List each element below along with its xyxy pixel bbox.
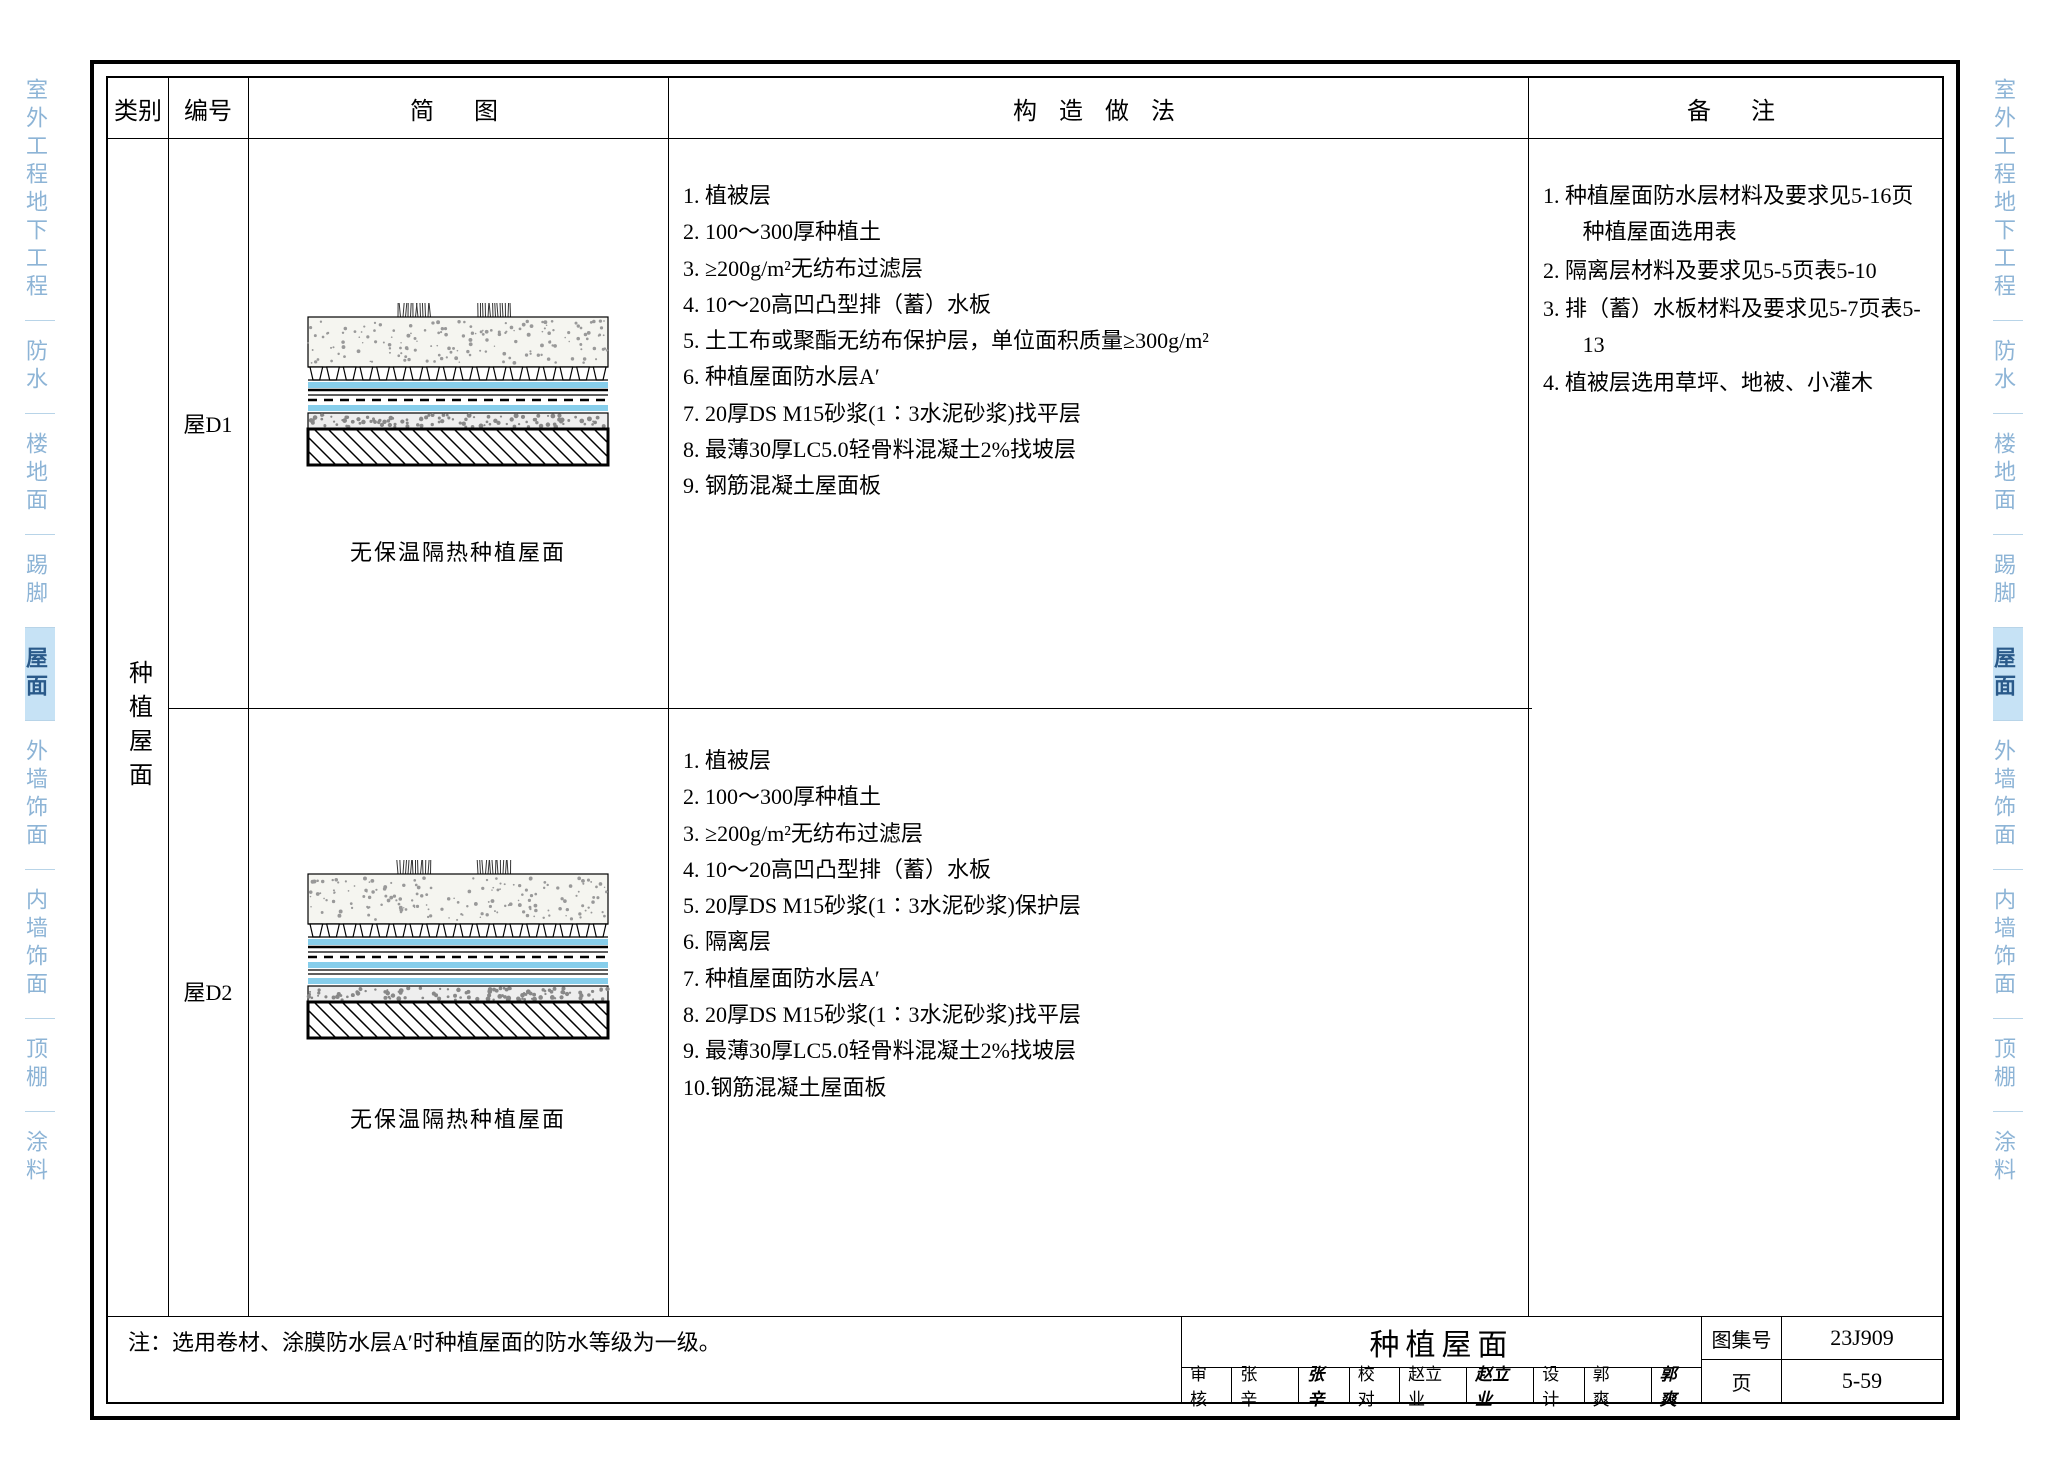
side-tab[interactable]: 楼地面	[1993, 414, 2023, 535]
check-label: 校对	[1350, 1368, 1400, 1402]
side-tab[interactable]: 顶棚	[25, 1019, 55, 1112]
construction-step: 20厚DS M15砂浆(1∶3水泥砂浆)找平层	[683, 396, 1523, 432]
construction-step: 植被层	[683, 178, 1523, 214]
side-tab[interactable]: 室外工程地下工程	[1993, 60, 2023, 321]
side-tabs-left: 室外工程地下工程防水楼地面踢脚屋面外墙饰面内墙饰面顶棚涂料	[25, 60, 55, 1204]
side-tab[interactable]: 踢脚	[25, 535, 55, 628]
page-value: 5-59	[1782, 1360, 1942, 1402]
check-name: 赵立业	[1400, 1368, 1467, 1402]
construction-step: 土工布或聚酯无纺布保护层，单位面积质量≥300g/m²	[683, 323, 1523, 359]
roof-section-d1	[278, 280, 638, 520]
construction-step: 隔离层	[683, 924, 1523, 960]
side-tab[interactable]: 防水	[1993, 321, 2023, 414]
header-category: 类别	[108, 78, 168, 138]
remarks-cell: 种植屋面防水层材料及要求见5-16页种植屋面选用表隔离层材料及要求见5-5页表5…	[1543, 178, 1927, 404]
roof-section-d2	[278, 847, 638, 1087]
construction-step: 种植屋面防水层A′	[683, 359, 1523, 395]
construction-step: 种植屋面防水层A′	[683, 961, 1523, 997]
col-line	[668, 78, 669, 1317]
page-label: 页	[1702, 1360, 1782, 1402]
construction-steps-d2: 植被层100～300厚种植土≥200g/m²无纺布过滤层10～20高凹凸型排（蓄…	[683, 743, 1523, 1106]
construction-steps-d1: 植被层100～300厚种植土≥200g/m²无纺布过滤层10～20高凹凸型排（蓄…	[683, 178, 1523, 505]
footnote: 注：选用卷材、涂膜防水层A′时种植屋面的防水等级为一级。	[128, 1325, 1042, 1357]
remark-item: 种植屋面防水层材料及要求见5-16页种植屋面选用表	[1543, 178, 1927, 251]
construction-step: 10～20高凹凸型排（蓄）水板	[683, 287, 1523, 323]
diagram-cell-d1: 无保温隔热种植屋面	[248, 138, 668, 708]
side-tab[interactable]: 内墙饰面	[1993, 870, 2023, 1019]
construction-step: 100～300厚种植土	[683, 214, 1523, 250]
header-construction: 构 造 做 法	[668, 78, 1528, 138]
side-tab[interactable]: 楼地面	[25, 414, 55, 535]
side-tab[interactable]: 内墙饰面	[25, 870, 55, 1019]
side-tab[interactable]: 踢脚	[1993, 535, 2023, 628]
diagram-caption-d1: 无保温隔热种植屋面	[350, 535, 566, 567]
review-signature: 张辛	[1299, 1368, 1349, 1402]
construction-step: 100～300厚种植土	[683, 779, 1523, 815]
header-number: 编号	[168, 78, 248, 138]
design-signature: 郭爽	[1652, 1368, 1701, 1402]
row-number-d2: 屋D2	[168, 708, 248, 1273]
side-tab[interactable]: 顶棚	[1993, 1019, 2023, 1112]
atlas-value: 23J909	[1782, 1317, 1942, 1359]
construction-step: 10～20高凹凸型排（蓄）水板	[683, 852, 1523, 888]
construction-step: 钢筋混凝土屋面板	[683, 1070, 1523, 1106]
signature-row: 审核 张 辛 张辛 校对 赵立业 赵立业 设计 郭 爽 郭爽	[1182, 1368, 1701, 1402]
review-label: 审核	[1182, 1368, 1232, 1402]
title-block: 种植屋面 审核 张 辛 张辛 校对 赵立业 赵立业 设计 郭 爽 郭爽 图集号 …	[1181, 1317, 1942, 1402]
side-tab[interactable]: 外墙饰面	[25, 721, 55, 870]
construction-step: 最薄30厚LC5.0轻骨料混凝土2%找坡层	[683, 432, 1523, 468]
design-name: 郭 爽	[1585, 1368, 1652, 1402]
construction-step: 钢筋混凝土屋面板	[683, 468, 1523, 504]
side-tab[interactable]: 涂料	[1993, 1112, 2023, 1204]
construction-step: ≥200g/m²无纺布过滤层	[683, 816, 1523, 852]
header-diagram: 简 图	[248, 78, 668, 138]
remark-item: 植被层选用草坪、地被、小灌木	[1543, 365, 1927, 401]
remark-item: 排（蓄）水板材料及要求见5-7页表5-13	[1543, 291, 1927, 364]
header-remarks: 备 注	[1528, 78, 1942, 138]
row-number-d1: 屋D1	[168, 138, 248, 708]
design-label: 设计	[1534, 1368, 1584, 1402]
category-cell: 种植屋面	[108, 138, 168, 1317]
side-tabs-right: 室外工程地下工程防水楼地面踢脚屋面外墙饰面内墙饰面顶棚涂料	[1993, 60, 2023, 1204]
construction-step: 最薄30厚LC5.0轻骨料混凝土2%找坡层	[683, 1033, 1523, 1069]
side-tab[interactable]: 外墙饰面	[1993, 721, 2023, 870]
col-line	[1528, 78, 1529, 1317]
remark-item: 隔离层材料及要求见5-5页表5-10	[1543, 253, 1927, 289]
side-tab[interactable]: 屋面	[25, 628, 55, 721]
sheet-inner: 类别 编号 简 图 构 造 做 法 备 注 种植屋面 屋D1 屋D2 无保温隔热…	[106, 76, 1944, 1404]
construction-step: 20厚DS M15砂浆(1∶3水泥砂浆)保护层	[683, 888, 1523, 924]
review-name: 张 辛	[1232, 1368, 1299, 1402]
side-tab[interactable]: 屋面	[1993, 628, 2023, 721]
check-signature: 赵立业	[1467, 1368, 1534, 1402]
atlas-label: 图集号	[1702, 1317, 1782, 1359]
diagram-cell-d2: 无保温隔热种植屋面	[248, 708, 668, 1273]
side-tab[interactable]: 涂料	[25, 1112, 55, 1204]
drawing-sheet: 类别 编号 简 图 构 造 做 法 备 注 种植屋面 屋D1 屋D2 无保温隔热…	[90, 60, 1960, 1420]
construction-step: 20厚DS M15砂浆(1∶3水泥砂浆)找平层	[683, 997, 1523, 1033]
construction-step: 植被层	[683, 743, 1523, 779]
construction-step: ≥200g/m²无纺布过滤层	[683, 251, 1523, 287]
side-tab[interactable]: 室外工程地下工程	[25, 60, 55, 321]
diagram-caption-d2: 无保温隔热种植屋面	[350, 1102, 566, 1134]
side-tab[interactable]: 防水	[25, 321, 55, 414]
